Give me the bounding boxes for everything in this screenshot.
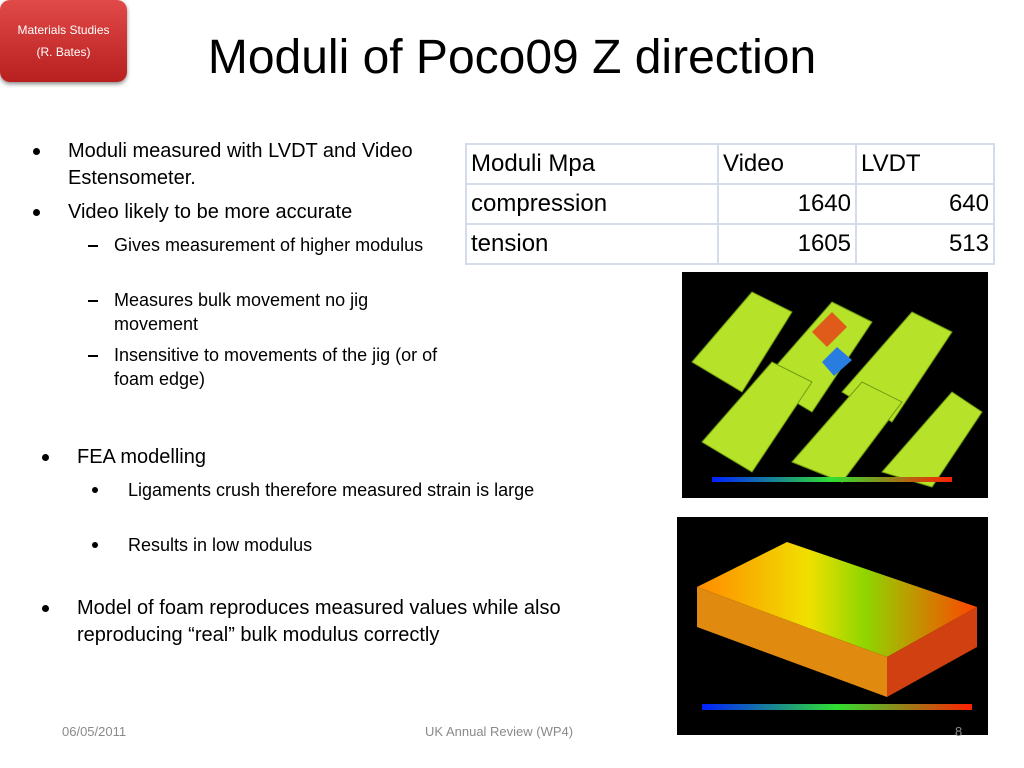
header-cell: Video xyxy=(717,143,857,185)
sub-bullet-text: Gives measurement of higher modulus xyxy=(114,235,424,255)
cell: 1605 xyxy=(717,223,857,265)
moduli-table: Moduli Mpa Video LVDT compression 1640 6… xyxy=(465,143,995,265)
sub-bullet-text: Ligaments crush therefore measured strai… xyxy=(128,480,535,500)
footer-date: 06/05/2011 xyxy=(62,724,127,739)
bullet-text: Model of foam reproduces measured values… xyxy=(77,597,561,646)
footer-center: UK Annual Review (WP4) xyxy=(425,724,574,739)
fea-image xyxy=(677,517,988,735)
header-cell: LVDT xyxy=(855,143,995,185)
bullet-text: FEA modelling xyxy=(77,446,206,468)
table-row: compression 1640 640 xyxy=(465,183,995,225)
cell: 1640 xyxy=(717,183,857,225)
table-header: Moduli Mpa Video LVDT xyxy=(465,143,995,185)
bullet xyxy=(33,209,40,216)
cell: compression xyxy=(465,183,719,225)
cell: 513 xyxy=(855,223,995,265)
fea-image xyxy=(682,272,988,498)
fea-graphic xyxy=(697,542,977,710)
dash xyxy=(88,300,98,302)
table-row: tension 1605 513 xyxy=(465,223,995,265)
badge-line: (R. Bates) xyxy=(36,45,91,59)
badge: Materials Studies (R. Bates) xyxy=(0,0,127,82)
fea-graphic xyxy=(691,291,983,488)
bullet xyxy=(42,454,49,461)
cell: tension xyxy=(465,223,719,265)
sub-bullet-text: Results in low modulus xyxy=(128,535,313,555)
bullet-text: Video likely to be more accurate xyxy=(68,201,353,223)
cell: 640 xyxy=(855,183,995,225)
bullet-text: Moduli measured with LVDT and Video Este… xyxy=(68,140,413,189)
sub-bullet-text: Insensitive to movements of the jig (or … xyxy=(114,345,438,389)
dash xyxy=(88,355,98,357)
bullet xyxy=(33,148,40,155)
badge-line: Materials Studies xyxy=(17,23,110,37)
sub-bullet-text: Measures bulk movement no jig movement xyxy=(114,290,369,334)
page-number: 8 xyxy=(955,724,963,739)
header-cell: Moduli Mpa xyxy=(465,143,719,185)
dash xyxy=(88,245,98,247)
bullet xyxy=(92,542,98,548)
bullet xyxy=(92,487,98,493)
slide-title: Moduli of Poco09 Z direction xyxy=(207,31,817,84)
bullet xyxy=(42,605,49,612)
